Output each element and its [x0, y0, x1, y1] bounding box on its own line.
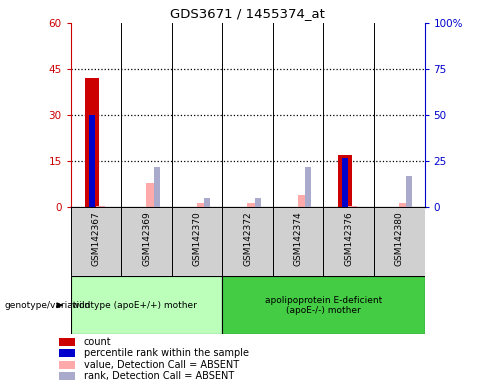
Bar	[85, 78, 99, 207]
Bar	[96, 206, 104, 207]
Bar	[348, 206, 357, 207]
Text: GSM142372: GSM142372	[243, 211, 252, 266]
Text: count: count	[84, 337, 111, 347]
Bar	[71, 207, 122, 276]
Text: rank, Detection Call = ABSENT: rank, Detection Call = ABSENT	[84, 371, 234, 381]
Bar	[255, 198, 261, 207]
Bar	[59, 338, 75, 346]
Bar	[247, 203, 256, 207]
Text: GSM142370: GSM142370	[193, 211, 202, 266]
Bar	[204, 198, 210, 207]
Bar	[59, 349, 75, 358]
Text: wildtype (apoE+/+) mother: wildtype (apoE+/+) mother	[72, 301, 196, 310]
Text: GSM142367: GSM142367	[92, 211, 101, 266]
Bar	[59, 361, 75, 369]
Bar	[223, 207, 273, 276]
Bar	[374, 207, 425, 276]
Bar	[146, 183, 155, 207]
Text: GSM142369: GSM142369	[142, 211, 151, 266]
Bar	[71, 276, 223, 334]
Bar	[59, 372, 75, 381]
Bar	[407, 176, 412, 207]
Text: apolipoprotein E-deficient
(apoE-/-) mother: apolipoprotein E-deficient (apoE-/-) mot…	[265, 296, 382, 315]
Bar	[197, 203, 206, 207]
Bar	[154, 167, 160, 207]
Bar	[338, 155, 352, 207]
Text: GSM142380: GSM142380	[395, 211, 404, 266]
Bar	[223, 276, 425, 334]
Bar	[399, 203, 408, 207]
Title: GDS3671 / 1455374_at: GDS3671 / 1455374_at	[170, 7, 325, 20]
Bar	[122, 207, 172, 276]
Bar	[298, 195, 307, 207]
Bar	[89, 115, 95, 207]
Bar	[324, 207, 374, 276]
Bar	[342, 157, 348, 207]
Text: GSM142376: GSM142376	[344, 211, 353, 266]
Bar	[172, 207, 223, 276]
Text: percentile rank within the sample: percentile rank within the sample	[84, 348, 249, 358]
Bar	[273, 207, 324, 276]
Text: GSM142374: GSM142374	[294, 211, 303, 266]
Text: value, Detection Call = ABSENT: value, Detection Call = ABSENT	[84, 360, 239, 370]
Text: genotype/variation: genotype/variation	[5, 301, 91, 310]
Bar	[305, 167, 311, 207]
